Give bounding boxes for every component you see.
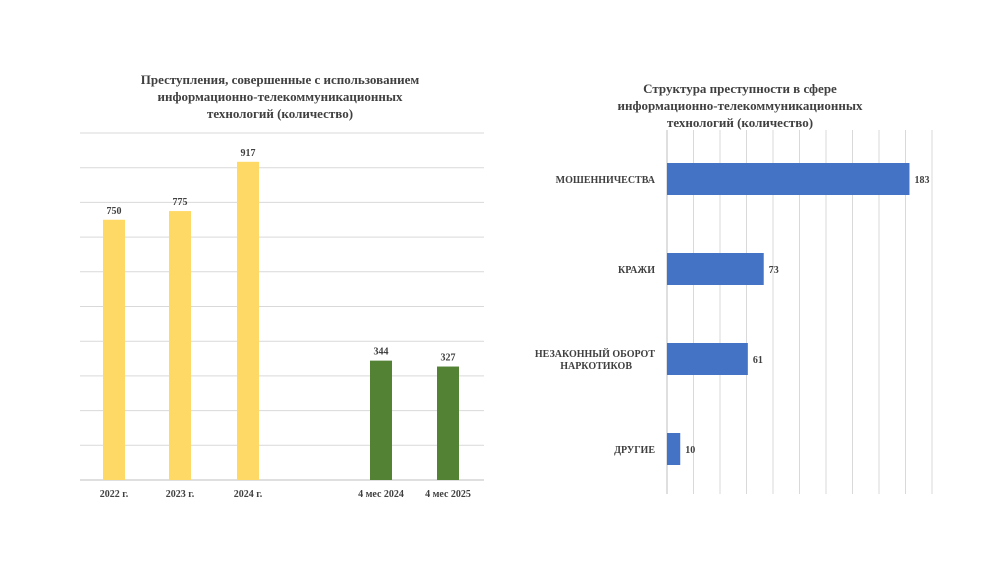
left-data-label: 750	[107, 206, 122, 217]
right-data-label: 73	[769, 265, 779, 276]
left-chart-title: Преступления, совершенные с использовани…	[140, 72, 420, 121]
right-data-label: 10	[685, 445, 695, 456]
left-category-label: 4 мес 2025	[425, 489, 471, 500]
right-data-label: 61	[753, 355, 763, 366]
right-bar	[667, 163, 910, 195]
left-bar	[169, 211, 191, 480]
left-category-label: 4 мес 2024	[358, 489, 404, 500]
left-data-label: 344	[374, 347, 389, 358]
right-bar	[667, 343, 748, 375]
right-category-label: КРАЖИ	[618, 265, 655, 276]
left-category-label: 2024 г.	[234, 489, 263, 500]
left-data-label: 327	[441, 353, 456, 364]
left-bar	[370, 360, 392, 480]
left-bar	[103, 219, 125, 480]
right-bar	[667, 253, 764, 285]
right-category-label: МОШЕННИЧЕСТВА	[556, 175, 656, 186]
left-data-label: 917	[241, 148, 256, 159]
right-chart-title: Структура преступности в сфере информаци…	[617, 81, 863, 130]
right-data-label: 183	[914, 175, 929, 186]
right-category-label: ДРУГИЕ	[614, 445, 655, 456]
left-bar	[237, 161, 259, 480]
left-bar	[437, 366, 459, 480]
left-category-label: 2023 г.	[166, 489, 195, 500]
right-category-label: НЕЗАКОННЫЙ ОБОРОТ НАРКОТИКОВ	[535, 348, 655, 372]
left-category-label: 2022 г.	[100, 489, 129, 500]
left-data-label: 775	[173, 197, 188, 208]
right-bar	[667, 433, 681, 465]
